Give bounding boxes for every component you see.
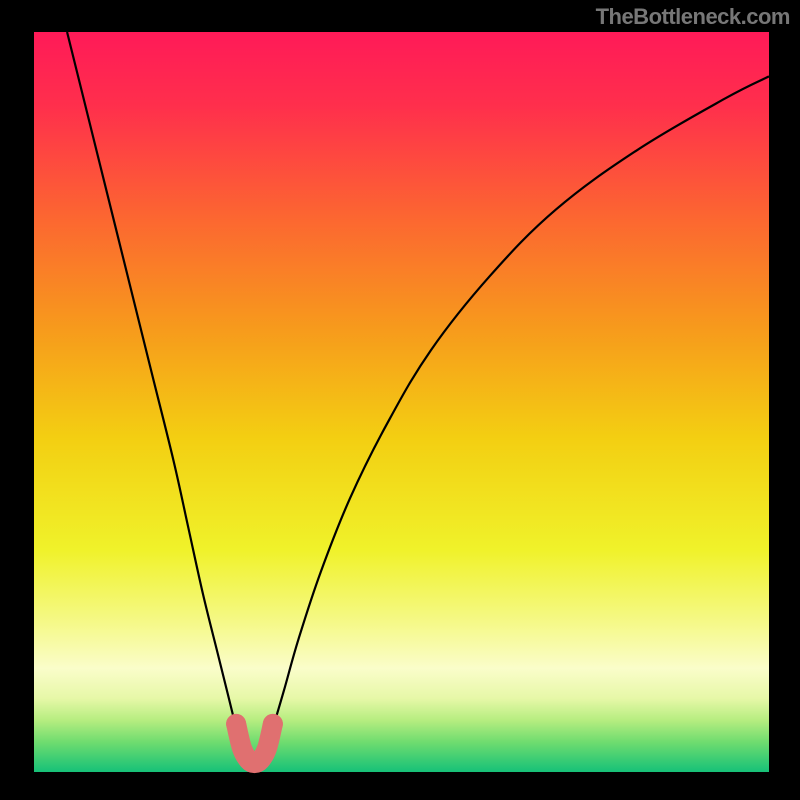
chart-container: TheBottleneck.com xyxy=(0,0,800,800)
bottleneck-chart xyxy=(0,0,800,800)
plot-background xyxy=(34,32,769,772)
trough-endpoint-1 xyxy=(263,714,283,734)
watermark-text: TheBottleneck.com xyxy=(596,4,790,30)
trough-endpoint-0 xyxy=(226,714,246,734)
